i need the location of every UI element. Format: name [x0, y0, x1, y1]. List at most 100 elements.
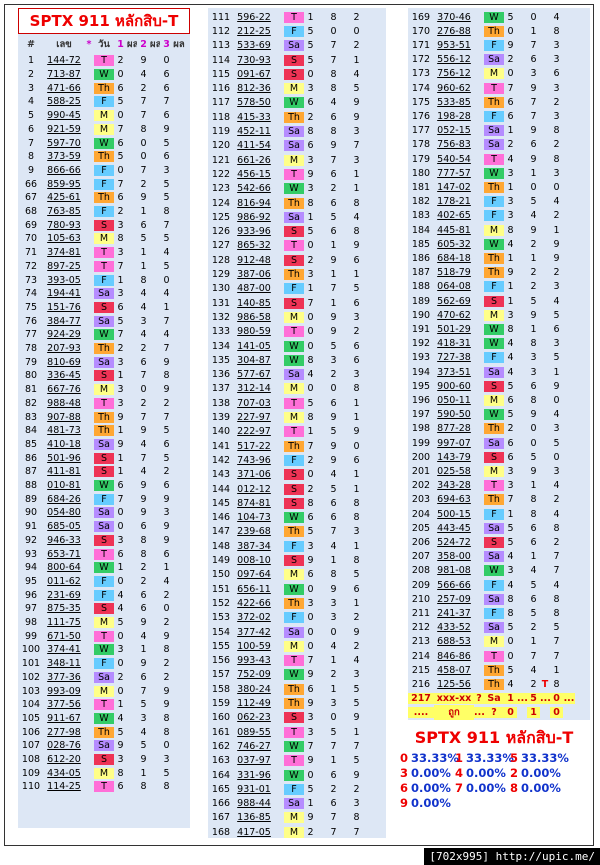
day: S — [284, 469, 304, 481]
digit: 9 — [140, 617, 147, 629]
day: Th — [284, 269, 304, 281]
number-code: 501-29 — [437, 323, 471, 335]
row-number: 133 — [211, 326, 231, 338]
digit: 5 — [140, 233, 147, 245]
row-number: 134 — [211, 340, 231, 352]
number-code: 010-81 — [47, 480, 81, 492]
digit: 5 — [507, 536, 514, 548]
row-number: 123 — [211, 183, 231, 195]
digit: 6 — [330, 769, 337, 781]
pending-cell: 0 — [550, 707, 563, 719]
summary-percent: 0.00% — [521, 766, 561, 780]
digit: 3 — [530, 68, 537, 80]
digit: 3 — [140, 315, 147, 327]
digit: 4 — [530, 565, 537, 577]
row-number: 204 — [411, 508, 431, 520]
row-number: 156 — [211, 655, 231, 667]
digit: 1 — [553, 366, 560, 378]
row-number: 146 — [211, 512, 231, 524]
digit: 8 — [353, 226, 360, 238]
digit: 4 — [163, 288, 170, 300]
digit: 9 — [330, 311, 337, 323]
digit: 2 — [330, 669, 337, 681]
digit: 0 — [307, 340, 314, 352]
summary-percent: 33.33% — [411, 751, 459, 765]
digit: 0 — [117, 630, 124, 642]
day: Sa — [484, 551, 504, 563]
digit: 6 — [330, 226, 337, 238]
digit: 4 — [163, 329, 170, 341]
digit: 0 — [330, 25, 337, 37]
digit: 1 — [353, 397, 360, 409]
digit: 6 — [163, 438, 170, 450]
row-number: 78 — [24, 343, 38, 355]
row-number: 158 — [211, 683, 231, 695]
table-row: 145 874-81 S 8 6 8 — [208, 496, 375, 510]
day: T — [484, 650, 504, 662]
row-number: 74 — [24, 288, 38, 300]
number-code: 147-02 — [437, 181, 471, 193]
table-row: 120 411-54 Sa 6 9 7 — [208, 139, 375, 153]
number-code: 707-03 — [237, 397, 271, 409]
digit: 4 — [353, 655, 360, 667]
number-code: 924-29 — [47, 329, 81, 341]
table-row: 1 144-72 T 2 9 0 — [18, 54, 185, 68]
row-number: 188 — [411, 281, 431, 293]
day: Th — [94, 726, 114, 738]
table-row: 70 105-63 M 8 5 5 — [18, 232, 185, 246]
digit: 6 — [163, 151, 170, 163]
table-row: 131 140-85 S 7 1 6 — [208, 296, 375, 310]
number-code: 140-85 — [237, 297, 271, 309]
day: T — [284, 326, 304, 338]
number-code: 011-62 — [47, 575, 81, 587]
digit: 3 — [353, 526, 360, 538]
row-number: 71 — [24, 247, 38, 259]
digit: 5 — [163, 137, 170, 149]
digit: 0 — [330, 712, 337, 724]
digit: 3 — [353, 126, 360, 138]
row-number: 75 — [24, 301, 38, 313]
day: T — [284, 726, 304, 738]
digit: 6 — [307, 512, 314, 524]
row-number: 98 — [24, 617, 38, 629]
day: M — [284, 812, 304, 824]
digit: 4 — [330, 97, 337, 109]
table-row: 209 566-66 F 4 5 4 — [408, 578, 575, 592]
table-row: 9 866-66 F 0 7 3 — [18, 164, 185, 178]
digit: 7 — [163, 411, 170, 423]
number-code: 661-26 — [237, 154, 271, 166]
digit: 9 — [353, 426, 360, 438]
table-row: 200 143-79 S 6 5 0 — [408, 450, 575, 464]
digit: 8 — [553, 25, 560, 37]
number-code: 380-24 — [237, 683, 271, 695]
digit: 4 — [553, 295, 560, 307]
number-code: 993-09 — [47, 685, 81, 697]
table-row: 139 227-97 M 8 9 1 — [208, 410, 375, 424]
day: T — [94, 55, 114, 67]
digit: 6 — [507, 437, 514, 449]
number-code: 517-22 — [237, 440, 271, 452]
row-number: 138 — [211, 397, 231, 409]
digit: 3 — [307, 712, 314, 724]
digit: 1 — [140, 767, 147, 779]
row-number: 144 — [211, 483, 231, 495]
row-number: 157 — [211, 669, 231, 681]
row-number: 66 — [24, 178, 38, 190]
number-code: 596-22 — [237, 11, 271, 23]
digit: 6 — [163, 480, 170, 492]
day: S — [94, 754, 114, 766]
table-row: 116 812-36 M 3 8 5 — [208, 82, 375, 96]
table-row: 216 125-56 Th 4 2 T 8 — [408, 677, 575, 691]
number-code: 931-01 — [237, 783, 271, 795]
summary: SPTX 911 หลักสิบ-T 0 33.33%1 33.33%5 33.33%… — [398, 722, 590, 840]
digit: 5 — [307, 25, 314, 37]
digit: 6 — [140, 671, 147, 683]
row-number: 105 — [21, 712, 41, 724]
row-number: 203 — [411, 494, 431, 506]
table-row: 94 800-64 W 1 2 1 — [18, 561, 185, 575]
digit: 2 — [353, 40, 360, 52]
digit: 9 — [163, 521, 170, 533]
row-number: 89 — [24, 493, 38, 505]
digit: 3 — [117, 397, 124, 409]
number-code: 865-32 — [237, 240, 271, 252]
